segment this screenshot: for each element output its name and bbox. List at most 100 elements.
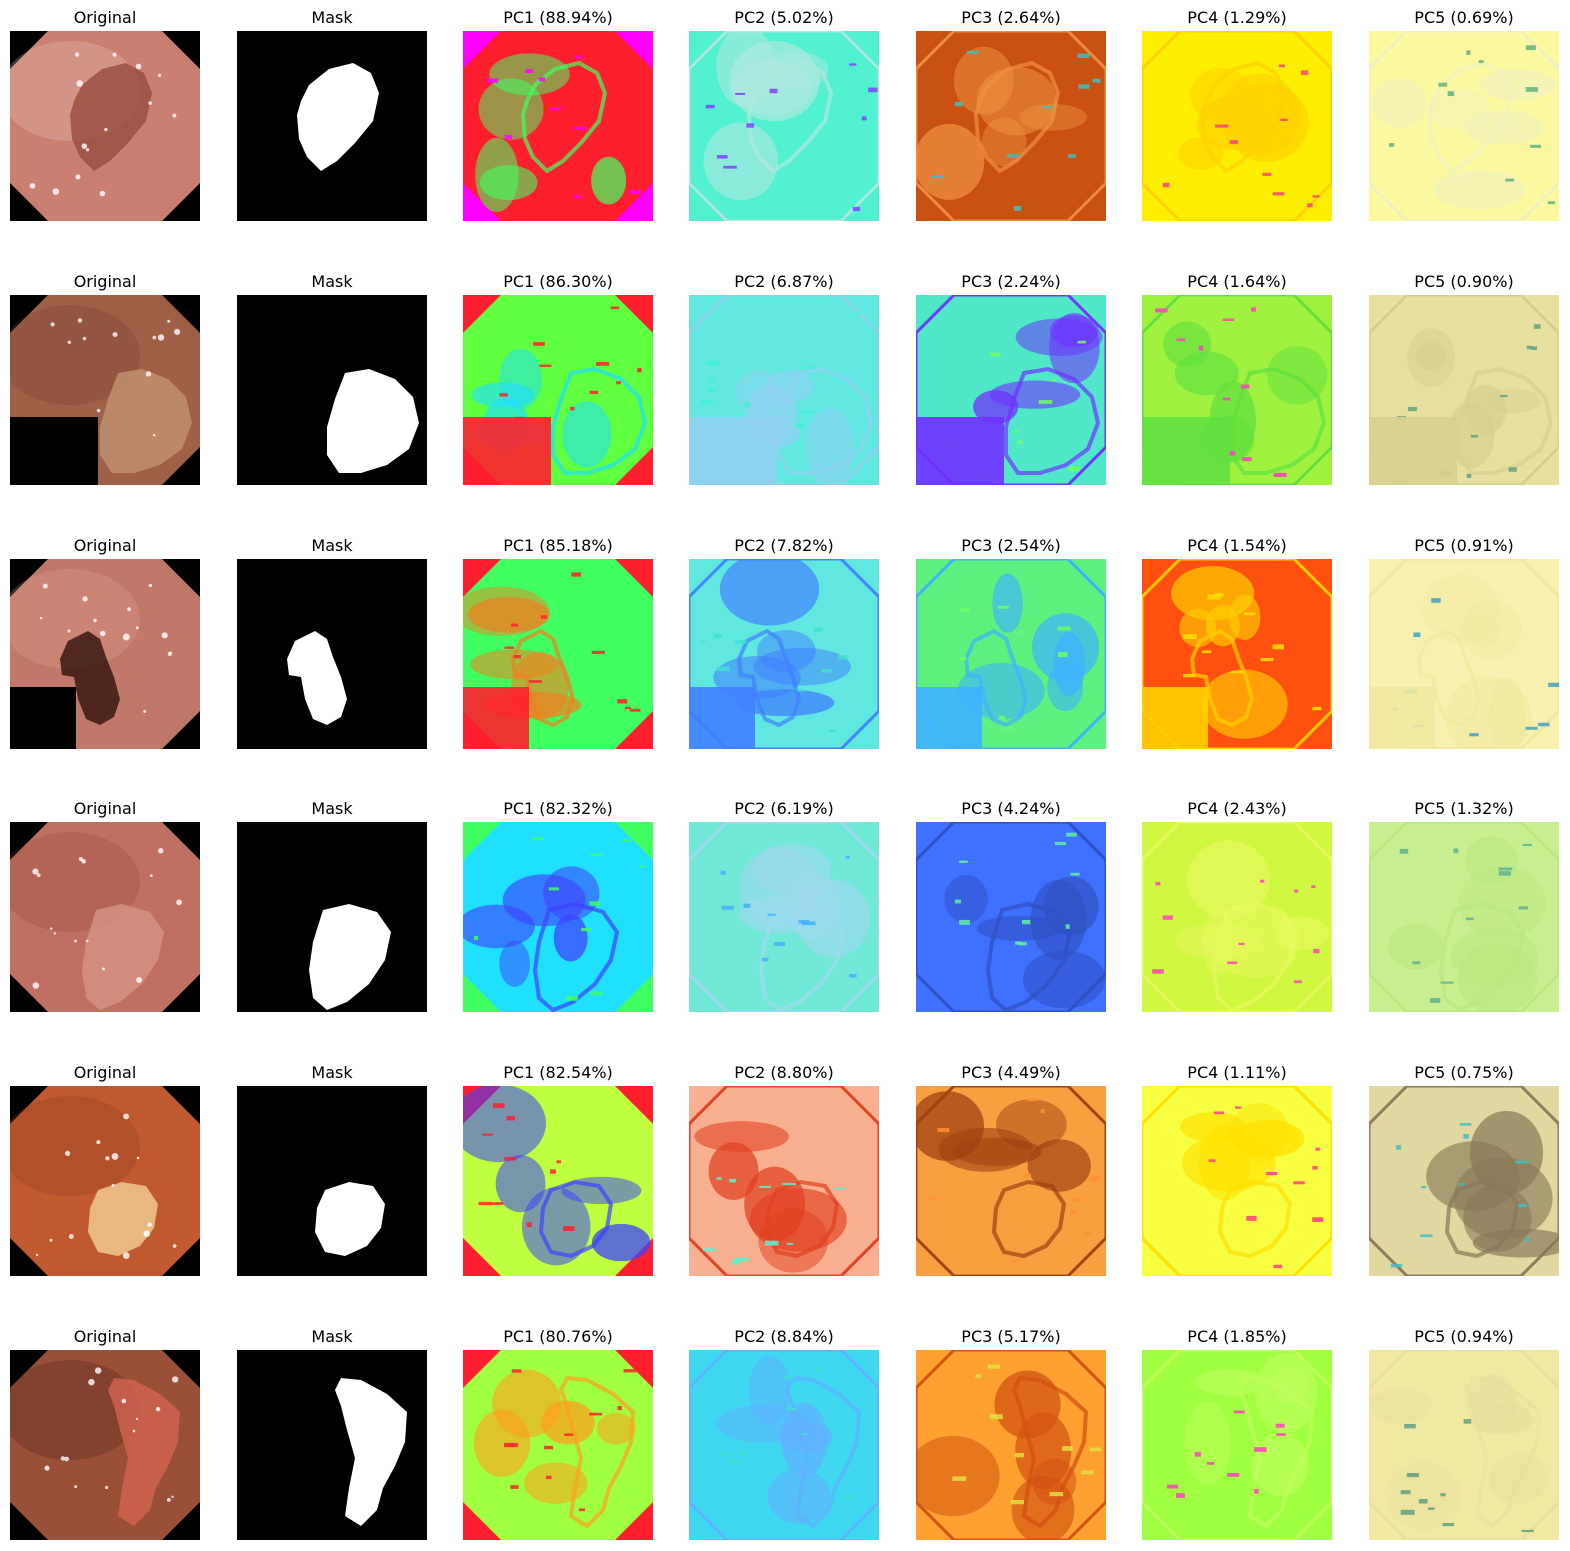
row1-pc1-cell: PC1 (88.94%): [463, 7, 653, 221]
row3-original-cell: Original: [10, 535, 200, 749]
row3-mask-cell: Mask: [237, 535, 427, 749]
row2-original-title: Original: [73, 272, 137, 291]
row2-pc3-image: [916, 295, 1106, 485]
row4-pc3-image: [916, 822, 1106, 1012]
row5-mask-title: Mask: [311, 1063, 353, 1082]
row2-pc5-image: [1369, 295, 1559, 485]
row1-pc1-title: PC1 (88.94%): [503, 8, 613, 27]
row5-pc2-title: PC2 (8.80%): [734, 1063, 834, 1082]
row5-original-image: [10, 1086, 200, 1276]
row4-pc3-title: PC3 (4.24%): [961, 799, 1061, 818]
row6-pc1-title: PC1 (80.76%): [503, 1327, 613, 1346]
row2-pc1-title: PC1 (86.30%): [503, 272, 613, 291]
row4-pc2-cell: PC2 (6.19%): [689, 798, 879, 1012]
row6-pc5-cell: PC5 (0.94%): [1369, 1326, 1559, 1540]
row4-mask-cell: Mask: [237, 798, 427, 1012]
row4-pc1-cell: PC1 (82.32%): [463, 798, 653, 1012]
row4-original-title: Original: [73, 799, 137, 818]
row6-original-image: [10, 1350, 200, 1540]
row6-pc2-cell: PC2 (8.84%): [689, 1326, 879, 1540]
row5-mask-image: [237, 1086, 427, 1276]
row6-pc4-title: PC4 (1.85%): [1187, 1327, 1287, 1346]
row6-mask-title: Mask: [311, 1327, 353, 1346]
row3-pc3-image: [916, 559, 1106, 749]
row4-pc5-image: [1369, 822, 1559, 1012]
row2-mask-cell: Mask: [237, 271, 427, 485]
row6-pc5-title: PC5 (0.94%): [1414, 1327, 1514, 1346]
row3-pc5-title: PC5 (0.91%): [1414, 536, 1514, 555]
row3-pc2-cell: PC2 (7.82%): [689, 535, 879, 749]
row1-pc4-cell: PC4 (1.29%): [1142, 7, 1332, 221]
row1-original-title: Original: [73, 8, 137, 27]
row1-pc2-image: [689, 31, 879, 221]
row4-mask-image: [237, 822, 427, 1012]
row3-pc4-cell: PC4 (1.54%): [1142, 535, 1332, 749]
row3-pc4-image: [1142, 559, 1332, 749]
row4-pc1-title: PC1 (82.32%): [503, 799, 613, 818]
row5-pc5-image: [1369, 1086, 1559, 1276]
row2-pc4-image: [1142, 295, 1332, 485]
row4-pc2-title: PC2 (6.19%): [734, 799, 834, 818]
row2-pc1-cell: PC1 (86.30%): [463, 271, 653, 485]
row1-pc1-image: [463, 31, 653, 221]
row1-mask-cell: Mask: [237, 7, 427, 221]
row4-pc5-title: PC5 (1.32%): [1414, 799, 1514, 818]
row3-pc1-image: [463, 559, 653, 749]
row4-mask-title: Mask: [311, 799, 353, 818]
row4-pc4-image: [1142, 822, 1332, 1012]
row6-pc2-title: PC2 (8.84%): [734, 1327, 834, 1346]
row3-original-image: [10, 559, 200, 749]
row1-mask-title: Mask: [311, 8, 353, 27]
row2-mask-image: [237, 295, 427, 485]
row6-mask-image: [237, 1350, 427, 1540]
row2-pc2-cell: PC2 (6.87%): [689, 271, 879, 485]
row3-pc4-title: PC4 (1.54%): [1187, 536, 1287, 555]
row2-original-cell: Original: [10, 271, 200, 485]
row5-pc5-cell: PC5 (0.75%): [1369, 1062, 1559, 1276]
row5-pc3-title: PC3 (4.49%): [961, 1063, 1061, 1082]
row2-original-image: [10, 295, 200, 485]
row6-pc1-cell: PC1 (80.76%): [463, 1326, 653, 1540]
row1-pc2-title: PC2 (5.02%): [734, 8, 834, 27]
row1-original-image: [10, 31, 200, 221]
row2-pc4-title: PC4 (1.64%): [1187, 272, 1287, 291]
row4-pc5-cell: PC5 (1.32%): [1369, 798, 1559, 1012]
row5-pc1-cell: PC1 (82.54%): [463, 1062, 653, 1276]
row1-pc2-cell: PC2 (5.02%): [689, 7, 879, 221]
row1-pc5-cell: PC5 (0.69%): [1369, 7, 1559, 221]
row5-original-cell: Original: [10, 1062, 200, 1276]
row3-pc3-cell: PC3 (2.54%): [916, 535, 1106, 749]
row5-mask-cell: Mask: [237, 1062, 427, 1276]
row6-pc3-title: PC3 (5.17%): [961, 1327, 1061, 1346]
row6-pc4-image: [1142, 1350, 1332, 1540]
row6-pc2-image: [689, 1350, 879, 1540]
row5-pc4-image: [1142, 1086, 1332, 1276]
row1-pc5-title: PC5 (0.69%): [1414, 8, 1514, 27]
row6-original-title: Original: [73, 1327, 137, 1346]
row3-pc1-cell: PC1 (85.18%): [463, 535, 653, 749]
row6-original-cell: Original: [10, 1326, 200, 1540]
row1-pc3-title: PC3 (2.64%): [961, 8, 1061, 27]
row3-pc5-cell: PC5 (0.91%): [1369, 535, 1559, 749]
row3-mask-title: Mask: [311, 536, 353, 555]
row2-pc2-image: [689, 295, 879, 485]
row5-pc3-cell: PC3 (4.49%): [916, 1062, 1106, 1276]
row6-pc4-cell: PC4 (1.85%): [1142, 1326, 1332, 1540]
row1-pc4-image: [1142, 31, 1332, 221]
row4-pc4-cell: PC4 (2.43%): [1142, 798, 1332, 1012]
row1-pc3-cell: PC3 (2.64%): [916, 7, 1106, 221]
row5-original-title: Original: [73, 1063, 137, 1082]
row1-mask-image: [237, 31, 427, 221]
row3-mask-image: [237, 559, 427, 749]
row6-pc3-cell: PC3 (5.17%): [916, 1326, 1106, 1540]
row2-pc5-title: PC5 (0.90%): [1414, 272, 1514, 291]
row6-pc5-image: [1369, 1350, 1559, 1540]
row4-pc3-cell: PC3 (4.24%): [916, 798, 1106, 1012]
row3-pc2-title: PC2 (7.82%): [734, 536, 834, 555]
row5-pc4-title: PC4 (1.11%): [1187, 1063, 1287, 1082]
row1-pc4-title: PC4 (1.29%): [1187, 8, 1287, 27]
row5-pc1-image: [463, 1086, 653, 1276]
row3-pc3-title: PC3 (2.54%): [961, 536, 1061, 555]
row1-pc3-image: [916, 31, 1106, 221]
